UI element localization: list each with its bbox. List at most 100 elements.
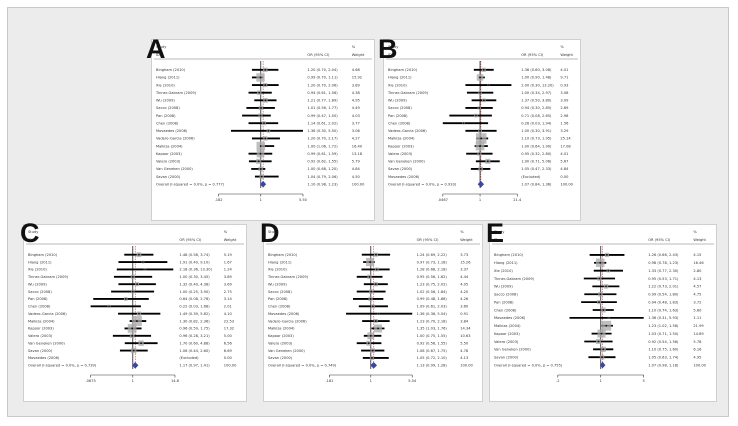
study-label: Chen (2008) (388, 121, 411, 125)
study-weight: 4.95 (693, 356, 701, 360)
study-or-ci: 1.35 (1.03, 1.76) (417, 327, 448, 331)
study-or-ci: 1.26 (0.66, 2.43) (648, 253, 679, 257)
study-point (377, 327, 379, 330)
study-or-ci: 1.01 (0.56, 1.77) (307, 106, 338, 110)
study-label: Tinner-Gabram (2009) (493, 277, 535, 281)
study-or-ci: 1.22 (0.73, 2.01) (648, 285, 679, 289)
header-study: Study (494, 230, 505, 234)
study-label: Malkiza (2004) (388, 137, 415, 141)
study-point (479, 145, 481, 147)
study-label: Malkiza (2004) (156, 144, 183, 148)
study-label: Van Geneken (2000) (156, 167, 193, 171)
study-point (375, 253, 377, 256)
study-label: Xie (2010) (28, 268, 47, 272)
study-point (482, 68, 485, 71)
study-point (462, 122, 465, 125)
study-weight: 15.92 (352, 76, 362, 80)
x-tick-label: .0675 (85, 379, 95, 383)
header-weight: Weight (460, 238, 473, 242)
study-weight: 3.60 (460, 305, 469, 309)
study-point (267, 129, 270, 132)
study-weight: 5.79 (352, 160, 361, 164)
study-label: Chen (2008) (156, 121, 179, 125)
study-or-ci: 1.05 (0.47, 2.33) (521, 167, 552, 171)
study-label: Wu (2009) (268, 282, 287, 286)
study-or-ci: 1.05 (0.72, 2.10) (417, 356, 448, 360)
study-or-ci: 0.92 (0.56, 1.55) (417, 341, 448, 345)
study-point (144, 268, 146, 271)
study-point (371, 305, 374, 308)
forest-plot-panel-e: Study ID OR (95% CI)% Weight Bingham (2010) 1… (489, 224, 717, 402)
study-weight: 1.24 (224, 268, 233, 272)
study-point (259, 145, 262, 147)
study-weight: 2.69 (560, 106, 569, 110)
study-weight: 22.53 (224, 319, 234, 323)
study-point (374, 320, 377, 322)
study-point (487, 84, 490, 86)
study-point (602, 309, 605, 311)
study-weight: 5.60 (693, 308, 702, 312)
study-weight: 1.67 (224, 260, 232, 264)
study-point (479, 168, 482, 170)
overall-weight: 100.00 (460, 364, 473, 368)
study-point (124, 298, 127, 300)
study-or-ci: 1.32 (0.40, 4.38) (179, 282, 210, 286)
study-or-ci: 1.20 (0.70, 2.17) (307, 137, 338, 141)
study-or-ci: 1.08 (0.67, 1.75) (417, 349, 448, 353)
study-weight: 4.75 (693, 293, 701, 297)
study-weight: 4.95 (352, 99, 360, 103)
study-point (369, 334, 372, 337)
study-weight: 4.13 (460, 356, 468, 360)
overall-label: Overall (I-squared = 0.0%, p = 0.777) (156, 182, 225, 186)
study-weight: 3.37 (460, 268, 468, 272)
study-or-ci: 1.06 (0.44, 2.60) (179, 349, 210, 353)
study-label: Tinner-Gabram (2009) (155, 91, 197, 95)
panel-label-a: A (146, 34, 166, 64)
study-point (140, 342, 142, 345)
study-weight: 4.84 (560, 167, 569, 171)
forest-plot-a: Study ID OR (95% CI)% Weight Bingham (2010) 1… (154, 45, 372, 202)
study-label: Savan (2000) (28, 349, 53, 353)
study-label: Xie (2010) (494, 269, 513, 273)
study-or-ci: 0.92 (0.62, 1.55) (307, 160, 338, 164)
study-point (131, 290, 134, 293)
study-weight: 4.05 (460, 282, 468, 286)
study-label: Van Geneken (2000) (28, 341, 65, 345)
study-label: Van Geneken (2000) (494, 348, 531, 352)
header-percent: % (460, 230, 464, 234)
study-point (598, 301, 600, 304)
study-or-ci: 0.94 (0.48, 1.83) (648, 300, 679, 304)
study-label: Savan (2000) (494, 356, 519, 360)
study-label: Valero (2003) (28, 334, 53, 338)
study-weight: 15.26 (460, 260, 471, 264)
panel-label-b: B (378, 34, 398, 64)
forest-plot-e: Study ID OR (95% CI)% Weight Bingham (2010) 1… (492, 230, 714, 383)
overall-diamond (599, 361, 606, 369)
study-point (259, 76, 262, 79)
study-or-ci: 0.98 (0.78, 1.23) (648, 261, 679, 265)
header-or-ci: OR (95% CI) (648, 238, 671, 242)
study-label: Bingham (2010) (388, 68, 418, 72)
overall-diamond (132, 362, 139, 369)
study-point (608, 316, 610, 319)
study-weight: 2.98 (560, 114, 569, 118)
study-label: Kapoor (2003) (494, 332, 520, 336)
study-point (474, 114, 477, 117)
study-label: Pan (2008) (494, 300, 514, 304)
panel-label-c: C (20, 218, 40, 248)
study-weight: 6.56 (224, 341, 233, 345)
study-or-ci: 0.99 (0.70, 1.11) (307, 76, 338, 80)
study-label: Bingham (2010) (28, 253, 58, 257)
study-point (132, 349, 135, 352)
overall-weight: 100.00 (352, 182, 365, 186)
overall-label: Overall (I-squared = 0.0%, p = 0.749) (268, 364, 337, 368)
study-label: Movaedes (2006) (28, 356, 60, 360)
study-point (131, 275, 134, 278)
study-label: Malkiza (2004) (494, 324, 521, 328)
study-point (259, 168, 262, 170)
study-label: Sacco (2008) (28, 290, 52, 294)
header-weight: Weight (693, 238, 706, 242)
study-label: Kapoor (2003) (388, 144, 414, 148)
study-or-ci: 1.36 (0.36, 5.54) (417, 312, 448, 316)
study-point (486, 160, 489, 163)
